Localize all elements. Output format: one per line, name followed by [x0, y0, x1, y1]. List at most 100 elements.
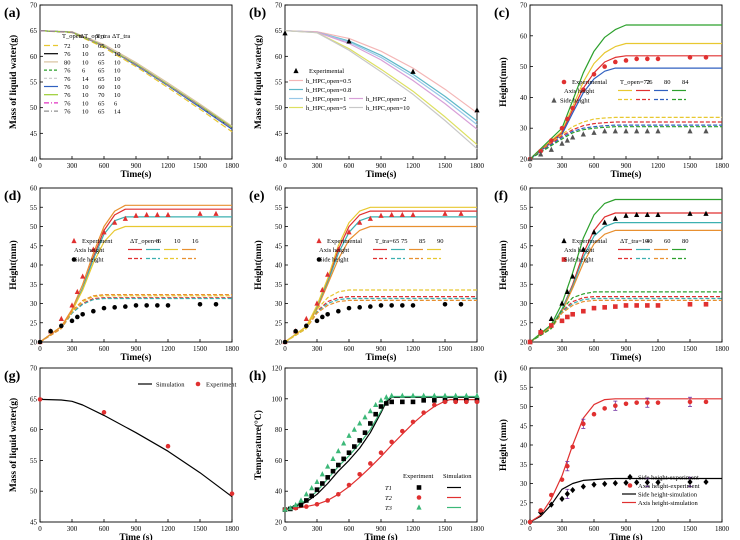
legend-label: 85 — [419, 238, 426, 245]
data-point-2 — [304, 504, 309, 509]
y-tick-label: 45 — [275, 242, 283, 250]
x-tick-label: 1800 — [715, 162, 730, 170]
series-line-4 — [39, 204, 232, 343]
data-point-2 — [442, 301, 448, 307]
chart-g: 0 300 600 900 1200 1500 1800 45 50 55 60 65 70 (g) Tim… — [4, 365, 240, 540]
x-tick-label: 900 — [621, 345, 632, 353]
data-point-3 — [298, 497, 304, 503]
legend-label: T_tra=65 — [375, 238, 399, 245]
legend-label: 10 — [114, 59, 121, 66]
x-tick-label: 1200 — [161, 345, 176, 353]
data-point-2 — [59, 323, 64, 329]
data-point-2 — [69, 318, 75, 324]
data-point-3 — [378, 397, 384, 403]
data-point-2 — [400, 303, 405, 308]
x-tick-label: 1500 — [193, 162, 208, 170]
data-point-1 — [165, 211, 171, 218]
legend-label: Experimental — [572, 79, 607, 86]
data-point-2 — [453, 399, 458, 405]
x-tick-label: 300 — [557, 345, 568, 353]
legend-label: 6 — [114, 100, 118, 107]
data-point-1 — [325, 271, 331, 277]
data-point-2 — [213, 301, 219, 307]
data-point-3 — [314, 478, 320, 485]
y-axis-label: Mass of liquid water(g) — [253, 35, 264, 129]
series-line-3 — [529, 229, 722, 343]
panel-label: (b) — [249, 6, 266, 21]
data-point-1 — [304, 498, 309, 503]
data-point-1 — [687, 478, 693, 486]
legend-label: 76 — [64, 100, 71, 107]
legend-marker — [71, 257, 77, 262]
legend-label: 65 — [98, 100, 105, 107]
data-point-2 — [549, 323, 554, 328]
data-point-2 — [368, 304, 373, 309]
plot-frame — [284, 367, 478, 523]
data-point-2 — [346, 482, 352, 488]
data-point-1 — [336, 462, 341, 468]
data-point-3 — [325, 463, 331, 469]
y-tick-label: 30 — [275, 300, 283, 308]
data-point-2 — [325, 311, 330, 317]
x-tick-label: 600 — [589, 525, 600, 533]
y-tick-label: 30 — [520, 480, 528, 488]
y-tick-label: 45 — [30, 242, 38, 250]
data-point-2 — [570, 311, 575, 317]
data-point-1 — [37, 397, 43, 402]
x-tick-label: 1200 — [406, 345, 421, 353]
data-point-2 — [389, 439, 394, 445]
x-axis-label: Time(s) — [121, 352, 152, 363]
data-point-2 — [581, 308, 586, 314]
data-point-1 — [389, 211, 395, 218]
y-tick-label: 55 — [30, 204, 38, 212]
legend-marker — [293, 67, 299, 74]
x-axis-label: Time (s) — [119, 532, 152, 540]
y-tick-label: 20 — [520, 519, 528, 527]
x-tick-label: 1200 — [161, 162, 176, 170]
data-point-1 — [400, 399, 405, 405]
data-point-1 — [645, 56, 650, 62]
data-point-1 — [623, 479, 629, 486]
data-point-1 — [458, 210, 464, 216]
x-axis-label: Time(s) — [121, 169, 152, 180]
data-point-1 — [74, 288, 80, 295]
legend-label: 60 — [98, 84, 105, 91]
x-tick-label: 0 — [38, 162, 42, 170]
data-point-3 — [303, 491, 309, 497]
data-point-3 — [282, 506, 288, 512]
legend-label: 14 — [82, 76, 89, 83]
y-tick-label: 120 — [272, 365, 283, 373]
data-point-1 — [687, 210, 693, 216]
x-tick-label: 600 — [589, 162, 600, 170]
data-point-1 — [655, 56, 661, 62]
data-point-2 — [357, 471, 362, 477]
y-tick-label: 25 — [520, 319, 528, 327]
x-tick-label: 1200 — [406, 162, 421, 170]
series-line-8 — [39, 294, 232, 343]
legend: Simulation Experiment — [138, 382, 237, 389]
data-point-1 — [634, 211, 640, 218]
data-point-2 — [687, 301, 693, 307]
data-point-1 — [591, 72, 597, 77]
legend-label: T2 — [385, 495, 393, 502]
data-point-2 — [282, 339, 288, 345]
x-tick-label: 900 — [131, 345, 142, 353]
legend-label: 10 — [82, 59, 89, 66]
data-point-2 — [703, 128, 709, 134]
x-tick-label: 300 — [557, 162, 568, 170]
data-point-2 — [612, 128, 618, 134]
x-tick-label: 1500 — [438, 525, 453, 533]
legend: Experimental h_HPC,open=0.5 h_HPC,open=0.8… — [289, 67, 410, 112]
data-point-1 — [421, 398, 426, 403]
legend-label: 6 — [82, 68, 86, 75]
data-point-1 — [581, 87, 586, 92]
data-point-3 — [293, 501, 299, 508]
data-point-3 — [357, 420, 363, 426]
data-point-1 — [133, 212, 139, 218]
data-point-1 — [399, 211, 405, 218]
data-point-2 — [559, 140, 565, 146]
data-point-1 — [346, 38, 352, 44]
data-point-3 — [421, 392, 427, 398]
data-point-3 — [453, 392, 459, 398]
